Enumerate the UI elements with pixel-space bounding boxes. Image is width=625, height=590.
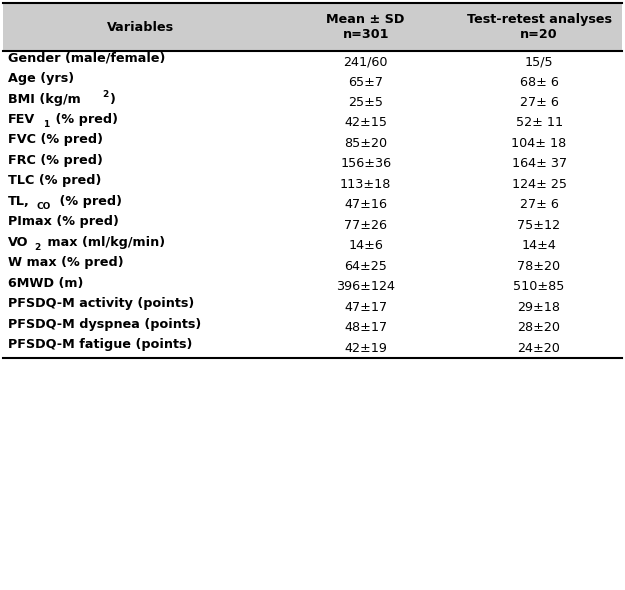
Text: 396±124: 396±124 [336, 280, 395, 293]
Text: 77±26: 77±26 [344, 219, 387, 232]
Text: 164± 37: 164± 37 [511, 158, 567, 171]
Text: 2: 2 [102, 90, 108, 99]
Text: W max (% pred): W max (% pred) [8, 256, 124, 269]
Text: TLC (% pred): TLC (% pred) [8, 175, 101, 188]
Text: FRC (% pred): FRC (% pred) [8, 154, 103, 167]
Text: Gender (male/female): Gender (male/female) [8, 51, 166, 64]
Text: Age (yrs): Age (yrs) [8, 72, 74, 85]
Text: TL,: TL, [8, 195, 30, 208]
Text: 156±36: 156±36 [340, 158, 391, 171]
Text: 47±16: 47±16 [344, 198, 387, 211]
Text: 25±5: 25±5 [348, 96, 383, 109]
Text: Variables: Variables [107, 21, 174, 34]
Text: (% pred): (% pred) [51, 113, 118, 126]
Text: PFSDQ-M dyspnea (points): PFSDQ-M dyspnea (points) [8, 318, 201, 331]
Text: PFSDQ-M fatigue (points): PFSDQ-M fatigue (points) [8, 338, 192, 351]
Text: 29±18: 29±18 [518, 301, 561, 314]
Text: ): ) [110, 93, 116, 106]
Text: 27± 6: 27± 6 [519, 198, 559, 211]
Text: 47±17: 47±17 [344, 301, 388, 314]
Text: Test-retest analyses
n=20: Test-retest analyses n=20 [466, 13, 611, 41]
Text: BMI (kg/m: BMI (kg/m [8, 93, 81, 106]
Bar [3, 3, 622, 51]
Text: PFSDQ-M activity (points): PFSDQ-M activity (points) [8, 297, 194, 310]
Text: PImax (% pred): PImax (% pred) [8, 215, 119, 228]
Text: 75±12: 75±12 [518, 219, 561, 232]
Text: CO: CO [36, 202, 51, 211]
Text: 113±18: 113±18 [340, 178, 391, 191]
Text: 48±17: 48±17 [344, 321, 388, 334]
Text: 65±7: 65±7 [348, 76, 383, 88]
Text: 14±4: 14±4 [522, 240, 556, 253]
Text: 27± 6: 27± 6 [519, 96, 559, 109]
Text: Mean ± SD
n=301: Mean ± SD n=301 [326, 13, 405, 41]
Text: 124± 25: 124± 25 [511, 178, 567, 191]
Text: 42±19: 42±19 [344, 342, 387, 355]
Text: 64±25: 64±25 [344, 260, 387, 273]
Text: 78±20: 78±20 [518, 260, 561, 273]
Text: FVC (% pred): FVC (% pred) [8, 133, 103, 146]
Text: (% pred): (% pred) [55, 195, 122, 208]
Text: 24±20: 24±20 [518, 342, 561, 355]
Text: 68± 6: 68± 6 [519, 76, 559, 88]
Text: 6MWD (m): 6MWD (m) [8, 277, 84, 290]
Text: max (ml/kg/min): max (ml/kg/min) [42, 236, 165, 249]
Text: 104± 18: 104± 18 [511, 137, 567, 150]
Text: 15/5: 15/5 [525, 55, 553, 68]
Text: VO: VO [8, 236, 29, 249]
Text: 1: 1 [43, 120, 49, 129]
Text: 2: 2 [34, 243, 41, 252]
Text: 241/60: 241/60 [343, 55, 388, 68]
Text: 85±20: 85±20 [344, 137, 388, 150]
Text: 52± 11: 52± 11 [516, 116, 562, 129]
Text: FEV: FEV [8, 113, 36, 126]
Text: 510±85: 510±85 [513, 280, 565, 293]
Text: 14±6: 14±6 [348, 240, 383, 253]
Text: 28±20: 28±20 [518, 321, 561, 334]
Text: 42±15: 42±15 [344, 116, 387, 129]
